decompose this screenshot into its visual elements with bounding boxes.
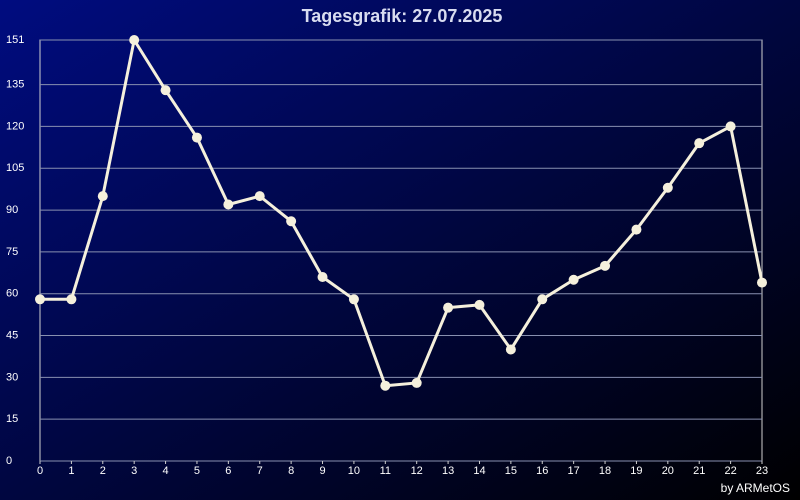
- credit: by ARMetOS: [721, 481, 790, 495]
- x-tick-label: 18: [599, 465, 611, 477]
- data-point: [757, 277, 767, 288]
- data-point: [317, 271, 328, 282]
- y-tick-label: 135: [6, 79, 24, 91]
- data-point: [537, 294, 548, 305]
- data-point: [411, 377, 422, 388]
- data-point: [600, 260, 611, 271]
- y-tick-label: 120: [6, 120, 24, 132]
- x-tick-label: 6: [225, 465, 231, 477]
- y-tick-label: 90: [6, 204, 18, 216]
- x-tick-label: 16: [536, 465, 548, 477]
- data-point: [474, 299, 485, 310]
- x-tick-label: 4: [163, 465, 169, 477]
- data-point: [443, 302, 454, 313]
- y-tick-label: 75: [6, 246, 18, 258]
- y-tick-label: 151: [6, 34, 24, 46]
- data-point: [254, 191, 265, 202]
- data-point: [348, 294, 359, 305]
- y-tick-label: 30: [6, 371, 18, 383]
- data-point: [223, 199, 234, 210]
- data-point: [694, 138, 705, 149]
- y-tick-label: 15: [6, 413, 18, 425]
- x-tick-label: 21: [693, 465, 705, 477]
- data-point: [286, 216, 297, 227]
- y-tick-label: 45: [6, 329, 18, 341]
- data-point: [66, 294, 77, 305]
- x-tick-label: 8: [288, 465, 294, 477]
- x-tick-label: 20: [662, 465, 674, 477]
- x-tick-label: 14: [473, 465, 485, 477]
- data-point: [631, 224, 642, 235]
- x-tick-label: 22: [724, 465, 736, 477]
- y-tick-label: 60: [6, 288, 18, 300]
- x-tick-label: 10: [348, 465, 360, 477]
- data-point: [191, 132, 202, 143]
- x-tick-label: 12: [411, 465, 423, 477]
- x-tick-label: 15: [505, 465, 517, 477]
- x-tick-label: 2: [100, 465, 106, 477]
- data-point: [35, 294, 45, 305]
- x-tick-label: 1: [68, 465, 74, 477]
- x-tick-label: 0: [37, 465, 43, 477]
- y-tick-label: 105: [6, 162, 24, 174]
- x-tick-label: 13: [442, 465, 454, 477]
- x-tick-label: 7: [257, 465, 263, 477]
- data-point: [568, 274, 579, 285]
- data-point: [380, 380, 391, 391]
- x-tick-label: 5: [194, 465, 200, 477]
- x-tick-label: 11: [380, 465, 391, 477]
- data-point: [725, 121, 736, 132]
- data-point: [97, 191, 108, 202]
- data-point: [129, 35, 140, 45]
- y-tick-label: 0: [6, 455, 12, 467]
- x-tick-label: 9: [319, 465, 325, 477]
- series-line: [40, 38, 764, 388]
- chart-title: Tagesgrafik: 27.07.2025: [302, 6, 503, 26]
- x-tick-label: 23: [756, 465, 768, 477]
- x-tick-label: 17: [568, 465, 580, 477]
- data-point: [662, 182, 673, 193]
- x-tick-label: 3: [131, 465, 137, 477]
- data-point: [160, 85, 171, 96]
- data-point: [505, 344, 516, 355]
- x-tick-label: 19: [630, 465, 642, 477]
